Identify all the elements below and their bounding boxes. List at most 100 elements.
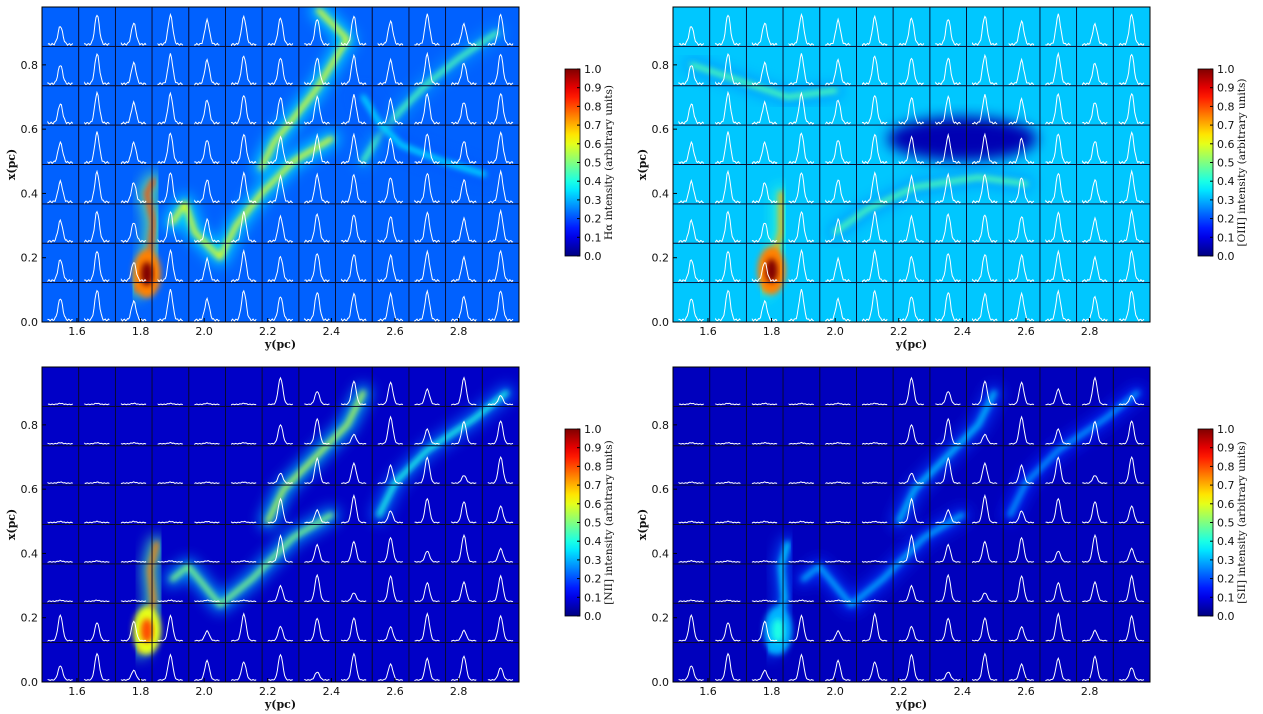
spectrum-line [487, 13, 514, 47]
spectrum-line [377, 97, 404, 126]
x-tick-label: 1.6 [699, 685, 717, 698]
spectrum-line [157, 599, 183, 603]
filament-4 [376, 390, 509, 518]
x-tick-label: 1.8 [132, 325, 150, 338]
spectrum-line [788, 481, 815, 485]
spectrum-line [678, 65, 704, 86]
spectrum-line [194, 481, 220, 485]
spectrum-line [120, 60, 147, 86]
panel-1: 1.6 1.8 2.0 2.2 2.4 2.6 2.8 0.0 0.2 0.4 0.6 0.8 y(pc… [5, 6, 615, 351]
spectrum-line [1082, 475, 1108, 485]
spectrum-line [47, 103, 74, 125]
heatmap-area [673, 7, 1150, 322]
spectrum-line [414, 172, 440, 204]
spectrum-line [487, 394, 514, 406]
spectrum-line [84, 441, 110, 445]
spectrum-line [1008, 57, 1035, 86]
spectrum-line [788, 12, 815, 47]
spectrum-line [788, 91, 815, 126]
spectrum-line [341, 173, 367, 204]
spectrum-line [194, 629, 220, 642]
spectrum-line [451, 216, 477, 243]
filament-4 [360, 30, 500, 164]
spectrum-line [898, 255, 925, 283]
spectrum-line [414, 612, 440, 642]
x-axis-label: y(pc) [264, 338, 296, 351]
spectrum-line [47, 520, 73, 524]
x-tick-label: 2.8 [450, 325, 468, 338]
spectrum-line [862, 133, 888, 165]
x-tick-label: 1.6 [699, 325, 717, 338]
spectrum-line [341, 540, 367, 563]
spectrum-line [267, 625, 294, 642]
spectrum-line [84, 250, 110, 283]
y-tick-label: 0.6 [21, 123, 39, 136]
spectrum-line [194, 296, 220, 322]
spectrum-line [1118, 131, 1145, 165]
spectrum-line [157, 288, 184, 322]
colorbar: 0.0 0.1 0.2 0.3 0.4 0.5 0.6 0.7 0.8 0.9 1.0[NII] i… [564, 423, 615, 623]
spectrum-line [341, 53, 367, 86]
spectrum-line [751, 60, 778, 86]
spectrum-line [304, 391, 330, 406]
spectrum-line [487, 208, 514, 244]
spectrum-line [377, 291, 404, 322]
colorbar-tick-label: 0.7 [584, 119, 602, 132]
spectrum-line [157, 12, 184, 47]
spectrum-line [304, 617, 330, 642]
plot-frame [672, 6, 1151, 323]
spectrum-line [1082, 295, 1108, 322]
spectrum-line [678, 259, 705, 283]
spectrum-line [267, 97, 294, 125]
spectrum-line [414, 211, 441, 243]
spectrum-line [377, 625, 404, 642]
spectrum-line [935, 57, 961, 86]
spectrum-line [451, 500, 477, 524]
spectrum-line [678, 599, 704, 603]
spectrum-line [157, 441, 183, 445]
spectrum-line [751, 599, 778, 603]
spectrum-line [1118, 249, 1145, 283]
spectrum-line [862, 171, 888, 204]
spectrum-line [751, 262, 778, 283]
spectrum-line [341, 461, 367, 484]
spectrum-line [898, 296, 925, 322]
spectrum-line [414, 581, 440, 603]
colorbar-label: [NII] intensity (arbitrary units) [603, 440, 615, 604]
spectrum-line [487, 547, 514, 563]
spectrum-line [487, 667, 514, 681]
y-tick-label: 0.8 [652, 419, 670, 432]
colorbar-tick-label: 0.0 [1217, 610, 1235, 623]
y-tick-label: 0.2 [652, 252, 670, 265]
x-tick-label: 1.6 [68, 325, 86, 338]
spectrum-line [825, 481, 851, 485]
spectrum-line [678, 140, 705, 165]
spectrum-line [267, 296, 294, 322]
spectrum-line [972, 173, 998, 204]
spectrum-line [715, 402, 741, 406]
spectrum-line [84, 210, 110, 243]
spectrum-line [414, 51, 440, 87]
colorbar-tick-label: 0.3 [584, 554, 602, 567]
spectrum-line [304, 213, 330, 244]
filament-4 [1007, 390, 1140, 518]
spectrum-line [1008, 216, 1035, 243]
spectrum-line [825, 99, 851, 125]
spectrum-line [1045, 581, 1071, 603]
spectrum-line [898, 173, 925, 204]
spectrum-line [84, 520, 110, 524]
spectrum-line [120, 599, 147, 603]
spectrum-line [84, 289, 110, 322]
spectrum-line [267, 376, 294, 406]
spectrum-line [120, 182, 147, 204]
spectrum-line [715, 210, 741, 243]
spectrum-line [935, 456, 961, 485]
spectrum-line [414, 657, 440, 681]
colorbar-tick-label: 1.0 [584, 63, 602, 76]
spectrum-line [487, 505, 514, 524]
y-tick-label: 0.0 [21, 676, 39, 689]
spectrum-line [862, 612, 888, 642]
colorbar-label: [SII] intensity (arbitrary units) [1236, 441, 1248, 603]
dark-region [887, 116, 1038, 161]
x-tick-label: 2.2 [890, 685, 908, 698]
